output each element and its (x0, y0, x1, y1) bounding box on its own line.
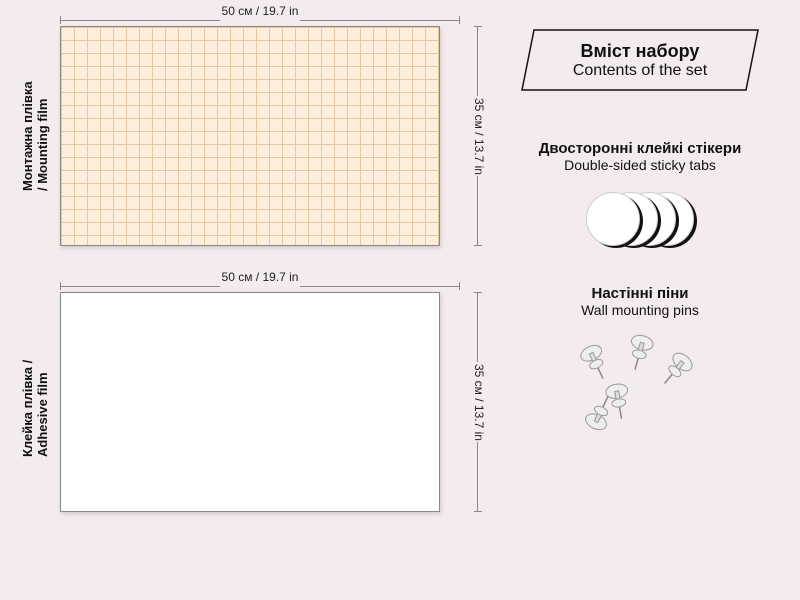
adhesive-film-label: Клейка плівка / Adhesive film (20, 347, 50, 457)
mounting-film-height-dim: 35 см / 13.7 in (472, 26, 486, 246)
mounting-film-sheet (60, 26, 440, 246)
pins-block: Настінні піни Wall mounting pins (510, 285, 770, 442)
header-title-en: Contents of the set (573, 62, 707, 80)
mounting-film-height-text: 35 см / 13.7 in (472, 96, 486, 177)
sticky-tabs-graphic (510, 187, 770, 251)
mounting-film-width-text: 50 см / 19.7 in (222, 4, 299, 18)
adhesive-film-width-dim: 50 см / 19.7 in (60, 270, 460, 284)
adhesive-film-sheet (60, 292, 440, 512)
left-column: Монтажна плівка / Mounting film 50 см / … (60, 26, 460, 552)
header-box: Вміст набору Contents of the set (520, 28, 760, 92)
sticky-tabs-title-uk: Двосторонні клейкі стікери (510, 140, 770, 157)
mounting-film-group: Монтажна плівка / Mounting film 50 см / … (60, 26, 460, 246)
pushpin-icon (573, 331, 626, 384)
mounting-film-label: Монтажна плівка / Mounting film (20, 81, 50, 191)
adhesive-film-height-text: 35 см / 13.7 in (472, 362, 486, 443)
adhesive-film-group: Клейка плівка / Adhesive film 50 см / 19… (60, 292, 460, 512)
pins-graphic (570, 332, 710, 442)
adhesive-film-height-dim: 35 см / 13.7 in (472, 292, 486, 512)
sticky-tab-icon (586, 192, 640, 246)
mounting-film-width-dim: 50 см / 19.7 in (60, 4, 460, 18)
adhesive-film-width-text: 50 см / 19.7 in (222, 270, 299, 284)
header-title-uk: Вміст набору (581, 41, 700, 62)
sticky-tabs-block: Двосторонні клейкі стікери Double-sided … (510, 140, 770, 251)
pins-title-uk: Настінні піни (510, 285, 770, 302)
pins-title-en: Wall mounting pins (510, 302, 770, 318)
right-column: Вміст набору Contents of the set Двостор… (510, 28, 770, 476)
sticky-tabs-title-en: Double-sided sticky tabs (510, 157, 770, 173)
